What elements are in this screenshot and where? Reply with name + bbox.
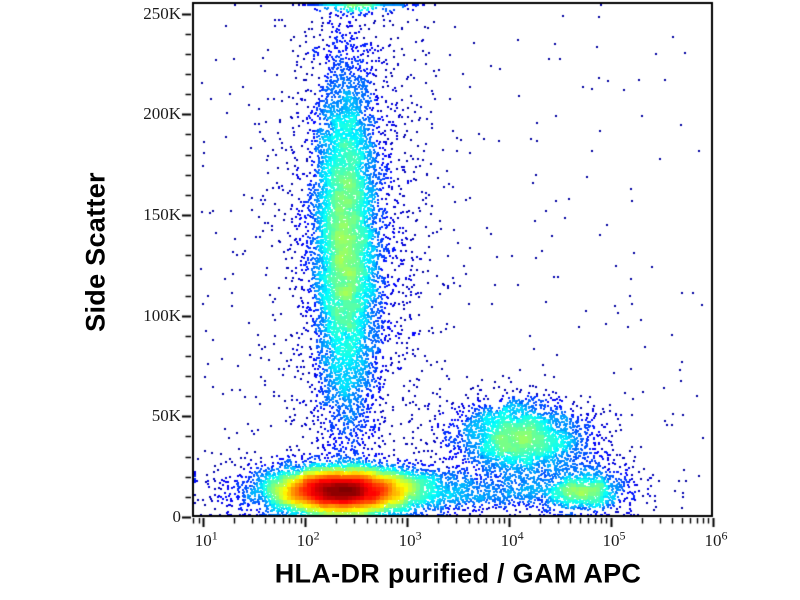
x-tick-label: 103 (398, 528, 422, 550)
y-tick-label: 150K (143, 205, 181, 224)
x-tick-label: 101 (194, 528, 218, 550)
y-tick-label: 100K (143, 305, 181, 325)
y-tick-label: 0 (172, 507, 182, 526)
y-axis-title: Side Scatter (80, 172, 111, 332)
x-tick-label: 102 (296, 528, 320, 550)
y-tick-label: 250K (143, 3, 181, 23)
x-tick-label: 104 (500, 528, 524, 550)
x-tick-label: 105 (602, 528, 626, 550)
x-axis-title: HLA-DR purified / GAM APC (274, 558, 642, 589)
y-tick-label: 50K (151, 406, 181, 426)
x-tick-label: 106 (704, 528, 728, 550)
y-tick-label: 200K (143, 104, 181, 124)
